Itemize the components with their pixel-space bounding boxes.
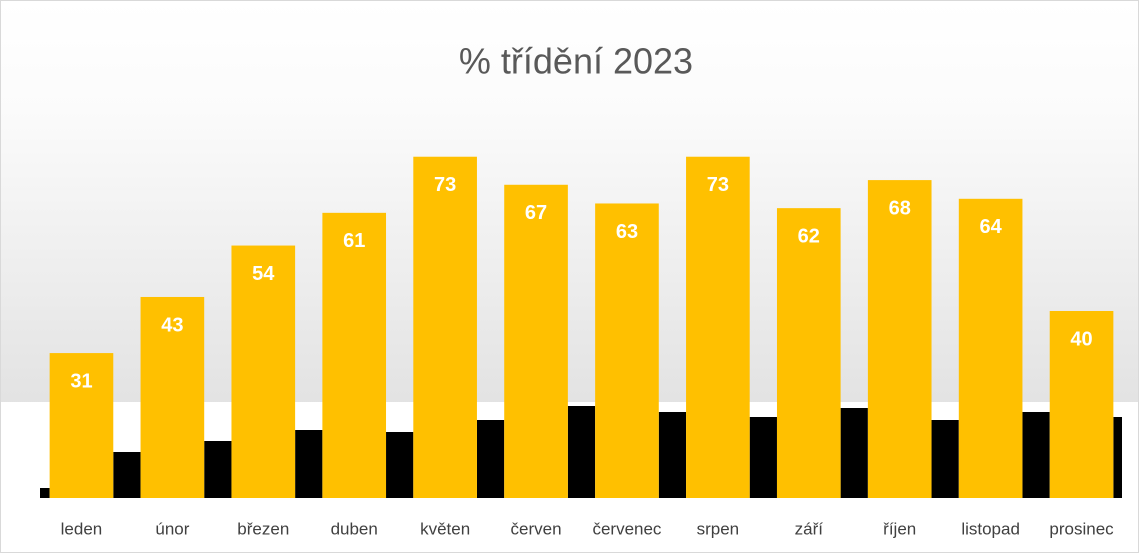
- silhouette-piece: [749, 417, 777, 498]
- silhouette-piece: [658, 412, 687, 498]
- x-tick-label: srpen: [697, 519, 740, 538]
- bar: [595, 203, 659, 498]
- data-label: 43: [161, 314, 183, 336]
- data-label: 67: [525, 202, 547, 224]
- bar: [49, 353, 114, 498]
- x-tick-label: únor: [155, 519, 189, 538]
- bar: [867, 180, 932, 498]
- bar: [776, 208, 841, 498]
- bar: [322, 212, 387, 498]
- bar: [231, 245, 296, 498]
- data-label: 62: [798, 225, 820, 247]
- silhouette-piece: [476, 420, 505, 498]
- x-tick-label: září: [795, 519, 824, 538]
- bar: [140, 296, 205, 498]
- x-tick-label: březen: [237, 519, 289, 538]
- bar: [1049, 311, 1114, 498]
- data-label: 40: [1070, 328, 1092, 350]
- x-tick-label: květen: [420, 519, 470, 538]
- silhouette-piece: [567, 406, 596, 498]
- x-tick-label: červen: [511, 519, 562, 538]
- chart-title: % třídění 2023: [459, 41, 693, 82]
- data-label: 64: [980, 216, 1003, 238]
- x-tick-label: leden: [61, 519, 103, 538]
- silhouette-piece: [295, 430, 323, 498]
- data-label: 73: [434, 174, 456, 196]
- bar: [413, 156, 477, 498]
- x-tick-label: říjen: [883, 519, 916, 538]
- data-label: 73: [707, 174, 729, 196]
- data-label: 31: [70, 370, 92, 392]
- bar: [958, 198, 1023, 499]
- bar: [504, 184, 568, 498]
- silhouette-piece: [204, 441, 232, 498]
- silhouette-piece: [113, 452, 141, 498]
- data-label: 61: [343, 230, 365, 252]
- data-label: 63: [616, 221, 638, 243]
- silhouette-piece: [840, 408, 868, 498]
- silhouette-piece: [40, 488, 50, 498]
- silhouette-piece: [1022, 412, 1050, 498]
- data-label: 68: [889, 197, 911, 219]
- x-tick-label: duben: [331, 519, 378, 538]
- silhouette-piece: [1113, 417, 1122, 498]
- silhouette: [40, 406, 1122, 498]
- x-tick-label: listopad: [961, 519, 1020, 538]
- bar: [686, 156, 750, 498]
- silhouette-piece: [386, 432, 414, 498]
- x-tick-label: červenec: [592, 519, 661, 538]
- data-label: 54: [252, 263, 275, 285]
- silhouette-piece: [931, 420, 959, 498]
- x-tick-label: prosinec: [1049, 519, 1114, 538]
